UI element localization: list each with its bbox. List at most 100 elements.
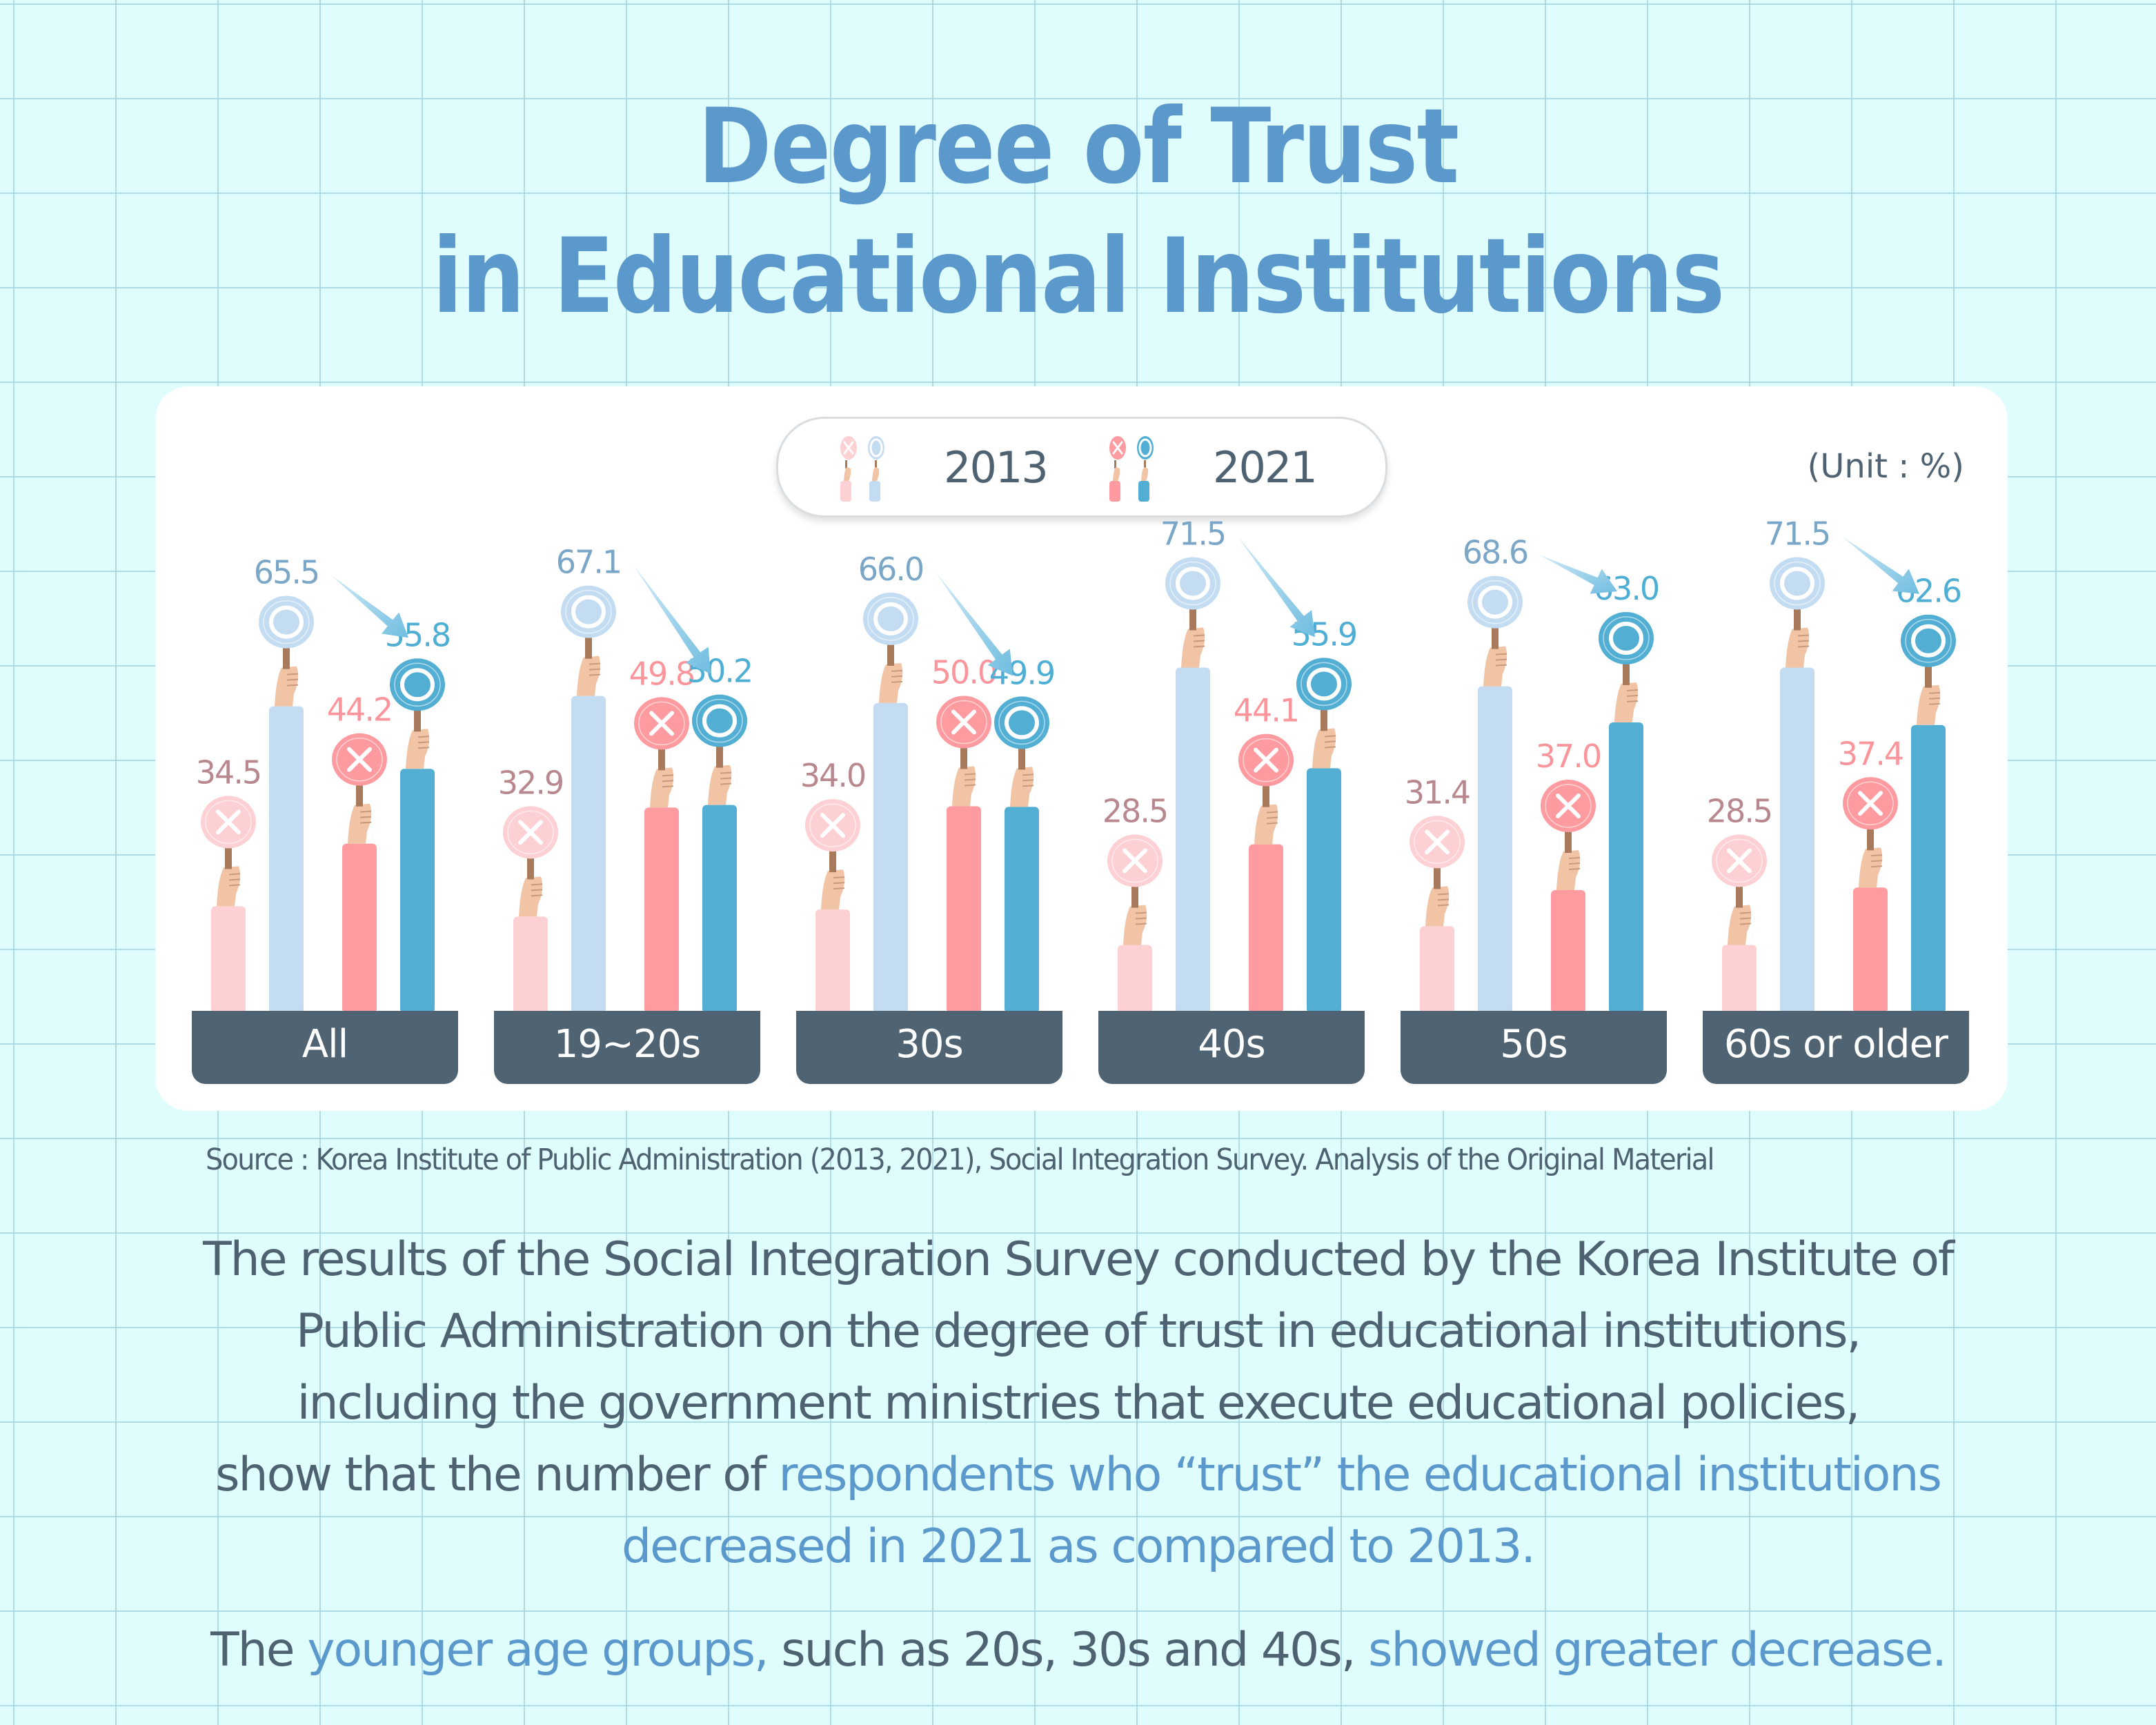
category-label: 40s — [1098, 1011, 1365, 1084]
finger-line — [417, 736, 430, 738]
bar-2013-distrust — [1722, 945, 1757, 1013]
x-mark-icon — [1858, 791, 1883, 816]
category-label: 60s or older — [1703, 1011, 1969, 1084]
x-mark-icon — [347, 747, 372, 772]
finger-line — [1739, 923, 1752, 925]
o-mark-icon — [1005, 706, 1039, 740]
hand-icon — [1010, 767, 1034, 807]
decrease-arrow-icon — [331, 575, 408, 638]
bar-2021-trust — [1005, 807, 1039, 1013]
finger-line — [1626, 700, 1639, 702]
summary-line-4-highlight: respondents who “trust” the educational … — [778, 1448, 1942, 1502]
finger-line — [662, 774, 674, 777]
trust-sign — [259, 595, 314, 649]
finger-line — [720, 777, 732, 780]
x-mark-icon — [649, 711, 674, 736]
sign-rim — [1603, 616, 1650, 660]
finger-line — [891, 675, 903, 678]
distrust-sign-icon — [1109, 436, 1126, 502]
hand-icon — [348, 803, 372, 844]
bar-2021-distrust — [342, 843, 377, 1013]
value-label-2013-distrust: 31.4 — [1405, 773, 1470, 811]
value-label-2013-trust: 68.6 — [1463, 534, 1527, 571]
o-mark-icon — [1307, 667, 1341, 701]
distrust-sign-icon — [840, 436, 857, 502]
conclusion-seg-3: such as 20s, 30s and 40s, — [767, 1623, 1369, 1677]
value-label-2013-trust: 67.1 — [556, 544, 621, 581]
finger-line — [359, 810, 372, 813]
finger-line — [531, 889, 543, 891]
value-label-2021-distrust: 49.8 — [629, 655, 694, 692]
finger-line — [1626, 689, 1639, 691]
trust-sign — [1599, 611, 1654, 664]
finger-line — [964, 784, 976, 787]
bar-2021-trust — [400, 769, 435, 1013]
trust-sign — [390, 658, 445, 711]
finger-line — [1739, 911, 1752, 914]
summary-line-3: including the government ministries that… — [297, 1376, 1861, 1430]
sign-stick — [887, 643, 894, 666]
hand-icon — [1614, 682, 1639, 722]
finger-line — [1495, 653, 1507, 656]
bar-chart: 34.565.544.255.832.967.149.850.234.066.0… — [196, 515, 1962, 1013]
finger-line — [1568, 862, 1581, 865]
category-label: 19~20s — [494, 1011, 760, 1084]
trust-sign — [1901, 614, 1956, 667]
finger-line — [1739, 917, 1752, 920]
o-mark-icon — [702, 704, 737, 738]
finger-line — [1135, 911, 1147, 914]
hand-icon — [1483, 646, 1507, 687]
decrease-arrow-icon — [633, 564, 711, 674]
bar-2013-distrust — [1420, 926, 1454, 1013]
bar-2013-trust — [571, 696, 606, 1013]
finger-line — [286, 684, 299, 687]
sign-rim — [1243, 738, 1289, 782]
trust-sign — [1165, 557, 1220, 610]
o-mark-icon — [1176, 566, 1210, 600]
o-mark-icon — [1478, 585, 1512, 619]
value-label-2021-distrust: 44.2 — [327, 691, 392, 729]
bar-2013-trust — [269, 706, 304, 1013]
source-note: Source : Korea Institute of Public Admin… — [206, 1143, 1714, 1177]
sign-rim — [1774, 561, 1821, 606]
x-mark-icon — [518, 820, 543, 845]
sign-stick — [1189, 608, 1196, 631]
value-label-2013-trust: 71.5 — [1765, 515, 1830, 552]
sign-stick — [1263, 785, 1269, 807]
finger-line — [1495, 664, 1507, 667]
finger-line — [1797, 640, 1810, 642]
sign-stick — [1794, 608, 1801, 631]
sign-rim — [1847, 781, 1894, 826]
x-mark-icon — [1122, 848, 1147, 874]
finger-line — [1135, 923, 1147, 925]
sign-stick — [1736, 885, 1743, 908]
legend-item-2013: 2013 — [840, 433, 1049, 502]
sign-rim — [394, 662, 441, 707]
finger-line — [1797, 645, 1810, 648]
bar-2021-distrust — [1853, 887, 1888, 1013]
sign-stick — [283, 647, 290, 669]
x-mark-icon — [820, 813, 845, 838]
finger-line — [833, 887, 845, 890]
bar-2021-distrust — [1551, 890, 1585, 1013]
value-label-2013-distrust: 34.5 — [196, 753, 261, 791]
trust-sign — [561, 585, 616, 638]
sign-pair-2021-icon — [1109, 433, 1165, 502]
bar-group-1: 32.967.149.850.2 — [498, 544, 753, 1013]
trust-sign-icon — [868, 436, 884, 502]
hand-icon — [650, 767, 674, 808]
bar-2013-trust — [1176, 667, 1210, 1013]
conclusion-seg-2-highlight: younger age groups, — [307, 1623, 769, 1677]
decrease-arrow-icon — [1238, 536, 1315, 638]
value-label-2013-trust: 66.0 — [858, 551, 923, 588]
finger-line — [1266, 811, 1278, 814]
x-mark-icon — [1727, 848, 1752, 874]
sign-rim — [565, 589, 612, 634]
sign-rim — [809, 803, 856, 847]
trust-sign — [1296, 658, 1352, 711]
finger-line — [359, 816, 372, 818]
hand-icon — [217, 866, 241, 907]
sign-rim — [1472, 580, 1519, 624]
bar-group-5: 28.571.537.462.6 — [1707, 515, 1962, 1013]
summary-line-5-highlight: decreased in 2021 as compared to 2013. — [621, 1519, 1536, 1574]
